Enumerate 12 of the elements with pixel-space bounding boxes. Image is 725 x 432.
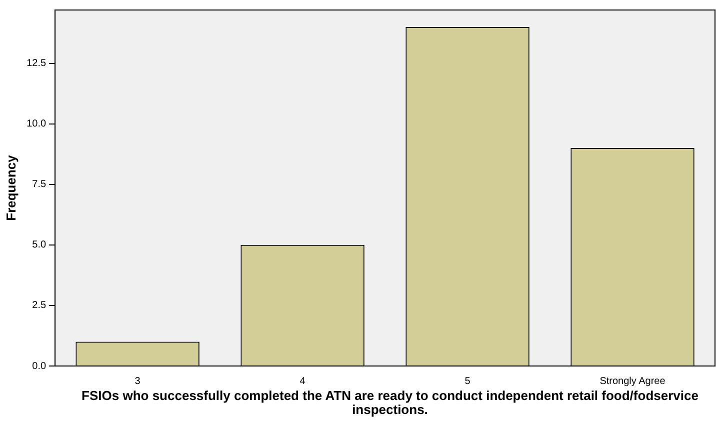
x-tick-label: 3 <box>134 376 141 387</box>
y-tick-label: 7.5 <box>32 179 46 190</box>
x-axis-title: FSIOs who successfully completed the ATN are ready to conduct independent retail food/fodservice inspections. <box>80 388 700 417</box>
x-tick-label: Strongly Agree <box>600 376 666 387</box>
y-tick-label: 0.0 <box>32 360 46 372</box>
y-tick-label: 2.5 <box>32 300 46 312</box>
x-tick-label: 4 <box>300 376 306 387</box>
y-tick-label: 5.0 <box>32 240 46 251</box>
y-tick-label: 12.5 <box>26 58 46 70</box>
y-axis-title: Frequency <box>3 154 18 221</box>
y-tick-label: 10.0 <box>26 118 46 130</box>
x-tick-label: 5 <box>464 376 471 387</box>
